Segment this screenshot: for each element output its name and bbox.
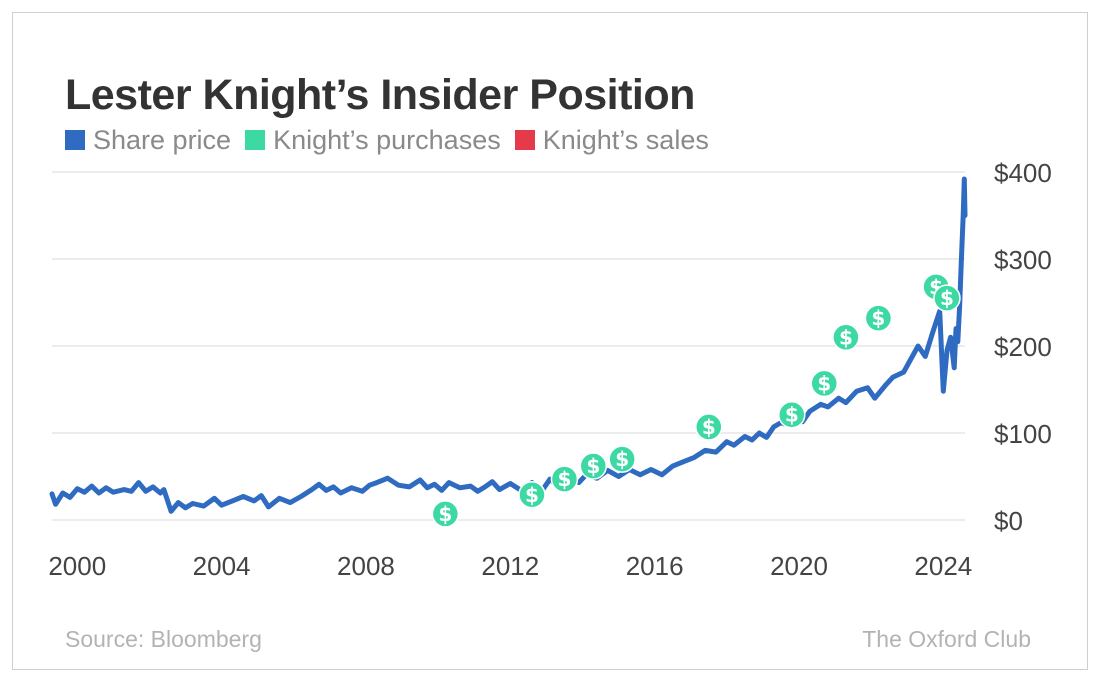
share-price-line — [49, 176, 968, 514]
purchase-marker — [778, 400, 806, 429]
dollar-icon: $ — [871, 306, 885, 330]
purchase-marker — [518, 481, 546, 509]
dollar-icon: $ — [615, 447, 629, 471]
legend-swatch-share-price — [65, 130, 85, 150]
legend-label-purchases: Knight’s purchases — [273, 124, 501, 155]
legend-item-purchases: Knight’s purchases — [245, 125, 501, 156]
dollar-icon: $ — [586, 454, 600, 478]
purchase-marker — [933, 284, 961, 312]
x-tick-label: 2020 — [770, 551, 828, 581]
purchase-marker — [810, 369, 839, 398]
purchase-marker — [864, 304, 893, 332]
legend: Share price Knight’s purchases Knight’s … — [65, 124, 709, 156]
y-tick-label: $0 — [994, 506, 1023, 536]
y-tick-label: $200 — [994, 332, 1052, 362]
purchase-marker — [579, 452, 608, 480]
dollar-icon: $ — [785, 403, 799, 427]
chart-title: Lester Knight’s Insider Position — [65, 71, 695, 119]
source-note: Source: Bloomberg — [65, 626, 262, 652]
legend-label-share-price: Share price — [93, 124, 232, 155]
dollar-icon: $ — [702, 415, 716, 439]
legend-swatch-sales — [514, 130, 535, 150]
purchase-marker — [431, 500, 460, 528]
x-tick-label: 2024 — [914, 551, 972, 581]
dollar-icon: $ — [940, 286, 954, 310]
x-tick-label: 2016 — [626, 551, 684, 581]
x-tick-label: 2000 — [48, 551, 106, 581]
brand-name: The Oxford Club — [862, 626, 1031, 652]
dollar-icon: $ — [839, 325, 853, 349]
purchase-marker — [832, 323, 860, 352]
purchase-marker — [608, 445, 636, 473]
y-tick-label: $300 — [994, 245, 1052, 275]
y-tick-label: $400 — [994, 158, 1052, 188]
legend-label-sales: Knight’s sales — [542, 124, 709, 155]
dollar-icon: $ — [557, 467, 571, 491]
chart-card: Lester Knight’s Insider Position Share p… — [12, 12, 1088, 670]
purchase-marker — [550, 465, 579, 493]
dollar-icon: $ — [817, 371, 831, 395]
dollar-icon: $ — [525, 483, 539, 507]
x-tick-label: 2008 — [337, 551, 395, 581]
legend-item-share-price: Share price — [65, 125, 231, 156]
x-tick-label: 2004 — [193, 551, 251, 581]
x-tick-label: 2012 — [481, 551, 539, 581]
y-tick-label: $100 — [994, 419, 1052, 449]
dollar-icon: $ — [438, 502, 452, 526]
legend-item-sales: Knight’s sales — [514, 124, 709, 156]
legend-swatch-purchases — [245, 130, 266, 150]
purchase-marker — [695, 413, 723, 441]
